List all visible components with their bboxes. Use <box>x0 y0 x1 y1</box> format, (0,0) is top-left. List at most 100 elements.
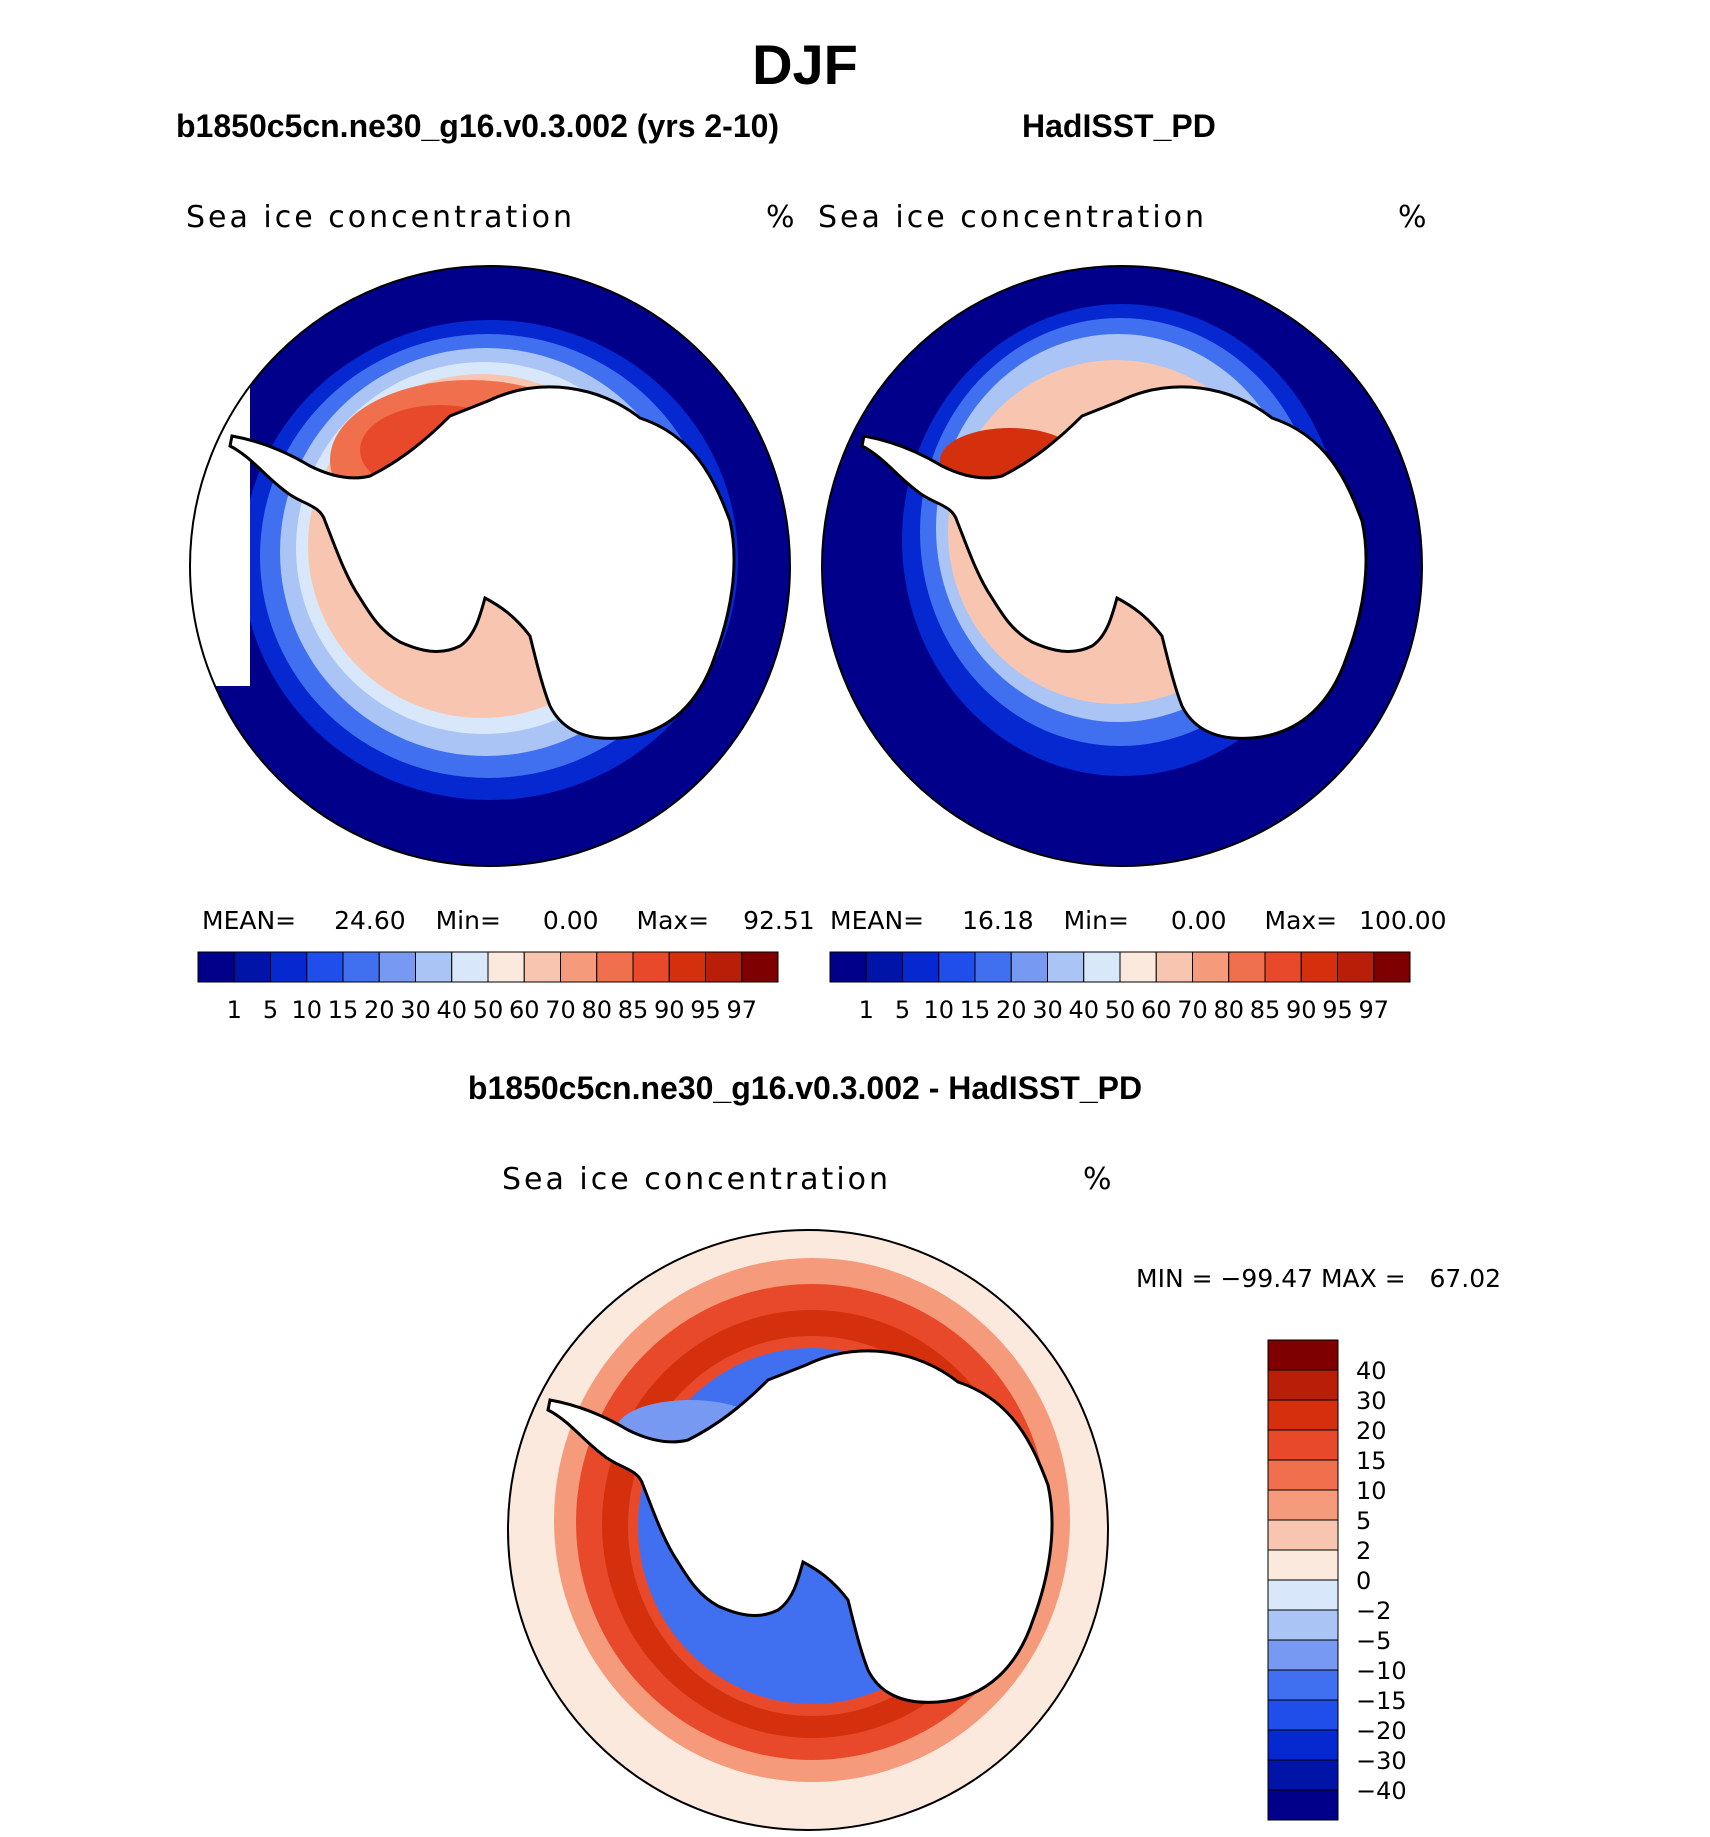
panel2-map <box>822 266 1422 866</box>
panel2-case-title: HadISST_PD <box>1022 108 1216 144</box>
colorbar-swatch <box>938 951 976 983</box>
colorbar-tick-label: 80 <box>1213 996 1244 1024</box>
colorbar-swatch <box>1155 951 1193 983</box>
colorbar-tick-label: 1 <box>227 996 242 1024</box>
colorbar-swatch <box>974 951 1012 983</box>
max-label: Max= <box>1264 906 1338 935</box>
colorbar-swatch <box>1267 1549 1339 1581</box>
colorbar-swatch <box>741 951 779 983</box>
colorbar-swatch <box>1267 1579 1339 1611</box>
colorbar-swatch <box>1267 1399 1339 1431</box>
colorbar-tick-label: −40 <box>1356 1777 1407 1805</box>
colorbar-swatch <box>1337 951 1375 983</box>
colorbar-swatch <box>705 951 743 983</box>
colorbar-swatch <box>1267 1489 1339 1521</box>
colorbar-swatch <box>342 951 380 983</box>
panel1-map-border <box>189 265 791 867</box>
colorbar-tick-label: 40 <box>436 996 467 1024</box>
min-value: 0.00 <box>542 906 599 935</box>
mean-value: 16.18 <box>962 906 1034 935</box>
colorbar-swatch <box>1300 951 1338 983</box>
colorbar-tick-label: 15 <box>1356 1447 1387 1475</box>
colorbar-swatch <box>1267 1639 1339 1671</box>
panel1-colorbar: 1 5 10 15 20 30 40 50 60 70 80 85 90 95 97 <box>197 951 779 1024</box>
colorbar-swatch <box>1264 951 1302 983</box>
colorbar-swatch <box>306 951 344 983</box>
colorbar-tick-label: 5 <box>895 996 910 1024</box>
colorbar-tick-label: 5 <box>263 996 278 1024</box>
colorbar-tick-label: 80 <box>581 996 612 1024</box>
max-value: 92.51 <box>743 906 815 935</box>
colorbar-swatch <box>865 951 903 983</box>
colorbar-tick-label: 30 <box>1356 1387 1387 1415</box>
mean-value: 24.60 <box>334 906 406 935</box>
colorbar-swatch <box>1267 1699 1339 1731</box>
colorbar-tick-label: −20 <box>1356 1717 1407 1745</box>
panel3-minmax: MIN = −99.47 MAX = 67.02 <box>1136 1264 1502 1293</box>
colorbar-swatch <box>197 951 235 983</box>
max-value: 100.00 <box>1359 906 1447 935</box>
colorbar-tick-label: 97 <box>726 996 757 1024</box>
colorbar-swatch <box>1373 951 1411 983</box>
panel2-variable-label: Sea ice concentration <box>818 200 1208 235</box>
panel2-units-label: % <box>1398 200 1430 235</box>
colorbar-tick-label: 60 <box>1141 996 1172 1024</box>
colorbar-tick-label: 5 <box>1356 1507 1371 1535</box>
colorbar-tick-label: 90 <box>1286 996 1317 1024</box>
panel2-map-border <box>821 265 1423 867</box>
colorbar-tick-label: 30 <box>1032 996 1063 1024</box>
colorbar-swatch <box>1267 1339 1339 1371</box>
colorbar-swatch <box>233 951 271 983</box>
colorbar-tick-label: 2 <box>1356 1537 1371 1565</box>
colorbar-swatch <box>560 951 598 983</box>
colorbar-tick-label: 10 <box>1356 1477 1387 1505</box>
colorbar-tick-label: 15 <box>960 996 991 1024</box>
colorbar-swatch <box>1192 951 1230 983</box>
colorbar-tick-label: 95 <box>690 996 721 1024</box>
colorbar-tick-label: 20 <box>1356 1417 1387 1445</box>
colorbar-swatch <box>523 951 561 983</box>
colorbar-swatch <box>1267 1519 1339 1551</box>
colorbar-tick-label: 40 <box>1068 996 1099 1024</box>
colorbar-swatch <box>487 951 525 983</box>
colorbar-swatch <box>902 951 940 983</box>
panel1-variable-label: Sea ice concentration <box>186 200 576 235</box>
colorbar-tick-label: 70 <box>1177 996 1208 1024</box>
colorbar-swatch <box>596 951 634 983</box>
panel2-colorbar: 1 5 10 15 20 30 40 50 60 70 80 85 90 95 97 <box>829 951 1411 1024</box>
colorbar-tick-label: 85 <box>618 996 649 1024</box>
colorbar-tick-label: 60 <box>509 996 540 1024</box>
colorbar-swatch <box>1267 1369 1339 1401</box>
panel1-case-title: b1850c5cn.ne30_g16.v0.3.002 (yrs 2-10) <box>176 108 780 144</box>
colorbar-tick-label: 10 <box>291 996 322 1024</box>
panel3-case-title: b1850c5cn.ne30_g16.v0.3.002 - HadISST_PD <box>467 1070 1143 1106</box>
colorbar-tick-label: −5 <box>1356 1627 1391 1655</box>
max-label: Max= <box>636 906 710 935</box>
colorbar-swatch <box>1267 1669 1339 1701</box>
panel1-map <box>190 266 790 866</box>
colorbar-swatch <box>1267 1459 1339 1491</box>
colorbar-swatch <box>1083 951 1121 983</box>
colorbar-swatch <box>632 951 670 983</box>
colorbar-tick-label: −15 <box>1356 1687 1407 1715</box>
colorbar-swatch <box>1267 1729 1339 1761</box>
colorbar-tick-label: 1 <box>859 996 874 1024</box>
colorbar-tick-label: 50 <box>1105 996 1136 1024</box>
colorbar-tick-label: 20 <box>996 996 1027 1024</box>
panel3-variable-label: Sea ice concentration <box>502 1162 892 1197</box>
colorbar-tick-label: 70 <box>545 996 576 1024</box>
colorbar-tick-label: 0 <box>1356 1567 1371 1595</box>
colorbar-swatch <box>829 951 867 983</box>
colorbar-swatch <box>1267 1429 1339 1461</box>
panel1-units-label: % <box>766 200 798 235</box>
colorbar-swatch <box>1267 1759 1339 1791</box>
colorbar-swatch <box>1267 1609 1339 1641</box>
page-title: DJF <box>752 33 858 96</box>
colorbar-tick-label: 20 <box>364 996 395 1024</box>
colorbar-tick-label: 15 <box>328 996 359 1024</box>
colorbar-tick-label: −30 <box>1356 1747 1407 1775</box>
colorbar-tick-label: 40 <box>1356 1357 1387 1385</box>
colorbar-swatch <box>378 951 416 983</box>
